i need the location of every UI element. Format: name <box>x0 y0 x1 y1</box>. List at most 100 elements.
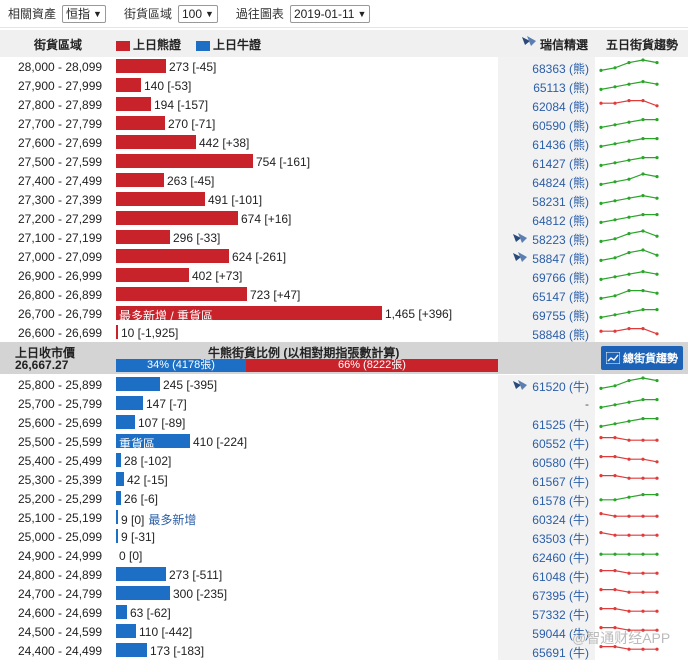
warrant-code-link[interactable]: 64812 (熊) <box>498 209 595 228</box>
trend-point <box>599 258 603 262</box>
bar-value-text: 270 [-71] <box>168 117 216 131</box>
five-day-trend-sparkline <box>599 58 659 72</box>
asset-select[interactable]: 恒指 ▼ <box>62 4 106 23</box>
bull-bar <box>116 396 143 410</box>
bar-value-label: 402 [+73] <box>192 269 242 283</box>
bull-row: 25,000 - 25,099 9 [-31] 63503 (牛) <box>0 527 688 546</box>
trend-point <box>627 457 631 461</box>
warrant-code-link[interactable]: 61525 (牛) <box>498 413 595 432</box>
bear-row: 27,800 - 27,899 194 [-157] 62084 (熊) <box>0 95 688 114</box>
trend-point <box>599 405 603 409</box>
trend-point <box>655 609 659 613</box>
chevron-down-icon: ▼ <box>205 8 214 19</box>
bar-value-text: 42 [-15] <box>127 473 168 487</box>
bear-bar <box>116 192 205 206</box>
bar-value-label: 273 [-511] <box>169 568 222 582</box>
warrant-code-link[interactable]: 61048 (牛) <box>498 565 595 584</box>
trend-point <box>627 571 631 575</box>
bar-value-label: 263 [-45] <box>167 174 214 188</box>
warrant-code-link[interactable]: 61578 (牛) <box>498 489 595 508</box>
warrant-code-link[interactable]: 61436 (熊) <box>498 133 595 152</box>
bar-value-label: 0 [0] <box>119 549 142 563</box>
warrant-code-link[interactable]: 61427 (熊) <box>498 152 595 171</box>
five-day-trend-sparkline <box>599 99 659 108</box>
range-select[interactable]: 100 ▼ <box>177 4 218 23</box>
bar-value-text: 9 [0] <box>121 513 145 527</box>
warrant-code-link[interactable]: 61567 (牛) <box>498 470 595 489</box>
bull-bar <box>116 605 127 619</box>
trend-point <box>599 498 603 502</box>
warrant-code-link[interactable]: 60580 (牛) <box>498 451 595 470</box>
warrant-code-link[interactable]: 60324 (牛) <box>498 508 595 527</box>
warrant-code-link[interactable]: 60590 (熊) <box>498 114 595 133</box>
bear-legend: 上日熊證 <box>116 36 181 53</box>
trend-point <box>613 569 617 573</box>
warrant-code-link[interactable]: 62084 (熊) <box>498 95 595 114</box>
bull-row: 24,900 - 24,999 0 [0] 62460 (牛) <box>0 546 688 565</box>
warrant-code-link[interactable]: 57332 (牛) <box>498 603 595 622</box>
total-trend-button[interactable]: 總街貨趨勢 <box>601 346 683 370</box>
trend-point <box>627 251 631 255</box>
strike-column-header: 瑞信精選 <box>540 38 589 52</box>
bear-row: 26,600 - 26,699 10 [-1,925] 58848 (熊) <box>0 323 688 342</box>
trend-point <box>599 386 603 390</box>
warrant-code-link: - <box>498 394 595 413</box>
warrant-code-link[interactable]: 69755 (熊) <box>498 304 595 323</box>
strike-range: 27,100 - 27,199 <box>18 231 103 245</box>
trend-point <box>655 308 659 312</box>
warrant-code-link[interactable]: 60552 (牛) <box>498 432 595 451</box>
warrant-code-link[interactable]: 65147 (熊) <box>498 285 595 304</box>
bull-bar <box>116 453 121 467</box>
warrant-code-link[interactable]: 65113 (熊) <box>498 76 595 95</box>
warrant-code-link[interactable]: 67395 (牛) <box>498 584 595 603</box>
warrant-code-link[interactable]: 68363 (熊) <box>498 57 595 76</box>
bar-value-text: 410 [-224] <box>193 435 248 449</box>
trend-point <box>613 552 617 556</box>
bar-value-label: 245 [-395] <box>163 378 217 392</box>
trend-point <box>655 104 659 108</box>
bear-bar <box>116 173 164 187</box>
warrant-code-link[interactable]: 65691 (牛) <box>498 641 595 660</box>
bull-legend: 上日牛證 <box>196 36 261 53</box>
strike-range: 27,400 - 27,499 <box>18 174 103 188</box>
bear-bar <box>116 154 253 168</box>
chart-date-select[interactable]: 2019-01-11 ▼ <box>289 4 371 23</box>
five-day-trend-sparkline <box>599 493 659 502</box>
trend-point <box>655 571 659 575</box>
trend-point <box>655 82 659 86</box>
strike-range: 27,700 - 27,799 <box>18 117 103 131</box>
bar-value-text: 442 [+38] <box>199 136 250 150</box>
five-day-trend-sparkline <box>599 172 659 186</box>
five-day-trend-sparkline <box>599 645 659 651</box>
warrant-code-link[interactable]: 58231 (熊) <box>498 190 595 209</box>
five-day-trend-sparkline <box>599 80 659 91</box>
bar-value-text: 723 [+47] <box>250 288 301 302</box>
warrant-code-link[interactable]: 69766 (熊) <box>498 266 595 285</box>
trend-point <box>613 256 617 260</box>
bar-value-text: 107 [-89] <box>138 416 186 430</box>
bear-row: 27,900 - 27,999 140 [-53] 65113 (熊) <box>0 76 688 95</box>
bear-row: 27,700 - 27,799 270 [-71] 60590 (熊) <box>0 114 688 133</box>
five-day-trend-sparkline <box>599 569 659 575</box>
trend-point <box>655 628 659 632</box>
warrant-code-link[interactable]: 64824 (熊) <box>498 171 595 190</box>
trend-point <box>613 626 617 630</box>
bull-row: 24,700 - 24,799 300 [-235] 67395 (牛) <box>0 584 688 603</box>
trend-point <box>613 588 617 592</box>
trend-point <box>613 607 617 611</box>
bull-bar <box>116 586 170 600</box>
strike-range: 27,000 - 27,099 <box>18 250 103 264</box>
trend-point <box>655 196 659 200</box>
warrant-code-link[interactable]: 63503 (牛) <box>498 527 595 546</box>
warrant-code-link[interactable]: 58848 (熊) <box>498 323 595 342</box>
strike-range: 26,800 - 26,899 <box>18 288 103 302</box>
bar-value-text: 273 [-45] <box>169 60 217 74</box>
five-day-trend-sparkline <box>599 376 659 390</box>
warrant-code-link[interactable]: 62460 (牛) <box>498 546 595 565</box>
warrant-code-link[interactable]: 59044 (牛) <box>498 622 595 641</box>
trend-point <box>613 514 617 518</box>
bar-value-text: 402 [+73] <box>192 269 243 283</box>
bull-row: 25,800 - 25,899 245 [-395] 61520 (牛) <box>0 375 688 394</box>
trend-point <box>641 327 645 331</box>
trend-point <box>627 327 631 331</box>
